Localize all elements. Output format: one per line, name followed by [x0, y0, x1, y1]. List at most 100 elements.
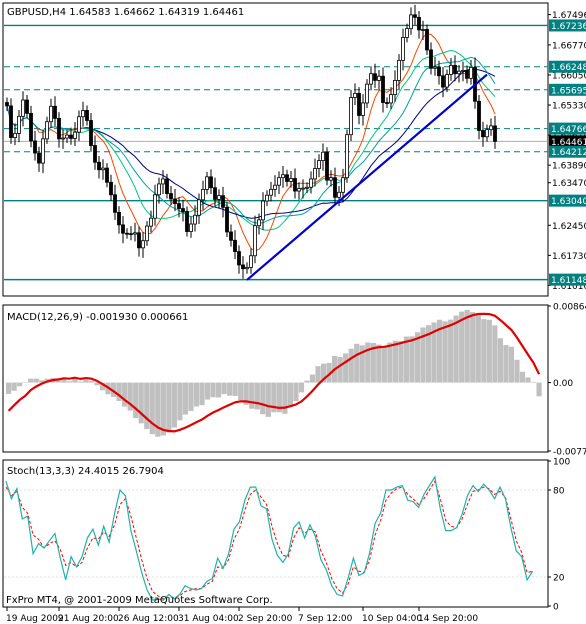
macd-hist-bar	[503, 345, 509, 383]
candle	[137, 226, 141, 257]
macd-hist-bar	[17, 382, 23, 387]
macd-hist-bar	[243, 382, 249, 405]
candle	[449, 57, 453, 81]
candle	[25, 95, 29, 119]
candle	[429, 42, 433, 75]
candle	[249, 248, 253, 274]
candle	[317, 154, 321, 178]
candle	[469, 59, 473, 85]
macd-hist-bar	[193, 382, 200, 407]
candle	[421, 20, 425, 40]
candle	[157, 177, 161, 204]
macd-hist-bar	[309, 374, 316, 383]
macd-tick-label: 0.00	[553, 379, 573, 389]
price-hline-tag	[549, 60, 586, 73]
candle	[173, 188, 177, 212]
macd-hist-bar	[492, 325, 498, 383]
stoch-tick-label: 100	[553, 458, 570, 468]
x-tick-label: 10 Sep 04:00	[362, 614, 422, 624]
stoch-signal-line	[5, 480, 533, 600]
candle	[373, 63, 377, 88]
price-hline-label: 1.64766	[551, 125, 586, 135]
candle	[397, 54, 401, 90]
macd-hist-bar	[403, 336, 410, 383]
macd-hist-bar	[232, 382, 238, 396]
candle	[33, 130, 37, 161]
x-tick-label: 26 Aug 12:00	[118, 614, 179, 624]
candle	[477, 95, 481, 140]
candle	[41, 130, 45, 174]
candle	[53, 96, 57, 126]
ma-slow-line	[6, 49, 496, 231]
x-tick-label: 31 Aug 04:00	[178, 614, 239, 624]
macd-hist-bar	[83, 380, 89, 383]
candle	[125, 228, 129, 239]
x-tick-label: 2 Sep 20:00	[238, 614, 293, 624]
macd-hist-bar	[525, 377, 531, 383]
candle	[309, 171, 313, 194]
macd-hist-bar	[282, 382, 288, 414]
macd-hist-bar	[39, 380, 45, 383]
price-hline-label: 1.64461	[551, 138, 586, 148]
macd-hist-bar	[320, 363, 327, 383]
candle	[433, 57, 437, 76]
candle	[405, 23, 409, 43]
candle	[417, 11, 421, 39]
macd-hist-bar	[530, 381, 537, 383]
stoch-tick-label: 80	[553, 487, 565, 497]
candle	[281, 165, 285, 188]
price-hline-tag	[549, 122, 586, 135]
macd-hist-bar	[177, 382, 183, 421]
macd-hist-bar	[265, 382, 271, 417]
macd-hist-bar	[22, 382, 28, 383]
ma-mid-line	[6, 56, 496, 224]
macd-hist-bar	[199, 382, 205, 406]
candle	[165, 173, 169, 199]
price-tick-label: 1.61730	[552, 252, 586, 262]
candle	[265, 190, 269, 207]
macd-hist-bar	[144, 382, 150, 430]
candle	[121, 216, 125, 244]
macd-hist-bar	[387, 342, 393, 383]
macd-hist-bar	[359, 345, 365, 383]
macd-hist-bar	[459, 311, 465, 383]
stoch-panel: 100 80 20 0 Stoch(13,3,3) 24.4015 26.7904 F…	[2, 458, 570, 613]
macd-hist-bar	[215, 382, 222, 398]
candle	[81, 101, 85, 127]
price-title: GBPUSD,H4 1.64583 1.64662 1.64319 1.6446…	[7, 7, 244, 18]
candle	[457, 64, 461, 83]
candle	[185, 206, 189, 237]
macd-hist-bar	[28, 378, 34, 383]
candle	[141, 231, 145, 258]
candle	[85, 105, 89, 126]
macd-hist-bar	[536, 382, 542, 397]
macd-hist-bar	[160, 382, 166, 436]
candle	[73, 122, 77, 146]
macd-hist-bar	[470, 312, 476, 383]
candle	[401, 28, 405, 71]
candle	[257, 213, 261, 235]
macd-hist-bar	[155, 382, 161, 437]
candle	[201, 180, 205, 210]
macd-hist-bar	[287, 382, 294, 406]
candle	[89, 112, 93, 152]
candle	[321, 143, 325, 171]
macd-hist-bar	[99, 382, 106, 391]
candle	[437, 60, 441, 85]
candle	[485, 124, 489, 142]
candle	[325, 147, 329, 186]
macd-hist-bar	[448, 319, 454, 383]
candle	[245, 262, 249, 274]
macd-panel-frame	[2, 304, 549, 453]
candle	[161, 170, 165, 194]
candle	[149, 210, 153, 233]
candle	[349, 90, 353, 141]
macd-hist-bar	[414, 332, 421, 383]
candle	[205, 171, 209, 195]
macd-tick-label: -0.00772	[553, 448, 586, 458]
candle	[13, 123, 17, 146]
price-hline-label: 1.65695	[551, 86, 586, 96]
macd-hist-bar	[381, 347, 387, 383]
price-hline-tag	[549, 145, 586, 158]
